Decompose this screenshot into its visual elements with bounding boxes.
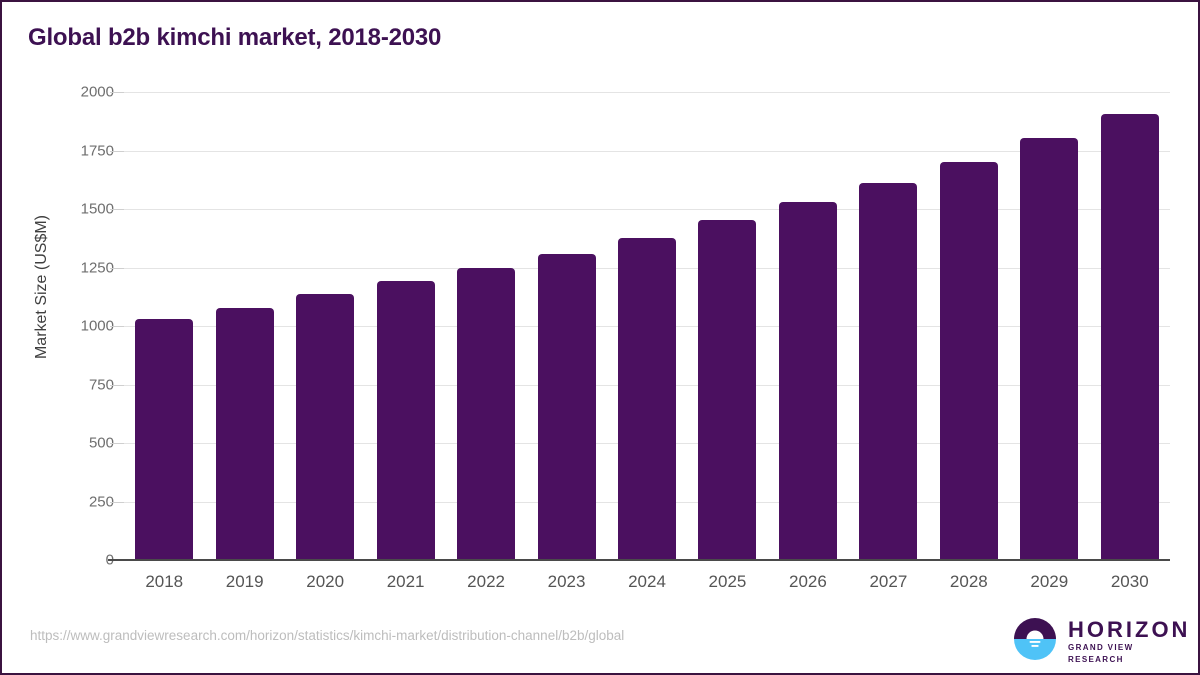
y-axis-tick-mark bbox=[110, 209, 124, 210]
bar-2023[interactable] bbox=[537, 254, 596, 560]
y-axis-tick-label: 500 bbox=[88, 434, 114, 452]
bar-2021[interactable] bbox=[376, 281, 435, 560]
bar-2018[interactable] bbox=[135, 319, 194, 560]
y-axis-tick-mark bbox=[110, 384, 124, 386]
y-axis-tick-mark bbox=[110, 150, 124, 152]
bar-2028[interactable] bbox=[939, 161, 998, 560]
x-axis-tick-label-2029: 2029 bbox=[1030, 572, 1069, 591]
x-axis-tick-label-2023: 2023 bbox=[547, 572, 586, 591]
bar-2026[interactable] bbox=[778, 202, 837, 560]
y-axis-tick-mark bbox=[110, 326, 124, 327]
x-axis-tick-label-2026: 2026 bbox=[789, 572, 827, 591]
x-axis-tick-label-2022: 2022 bbox=[467, 572, 505, 591]
y-axis-tick-mark bbox=[110, 443, 124, 444]
y-axis-tick-label: 2000 bbox=[80, 83, 114, 101]
x-axis-tick-label-2018: 2018 bbox=[145, 572, 184, 591]
x-axis-tick-label-2030: 2030 bbox=[1110, 572, 1149, 591]
y-axis-tick-mark bbox=[110, 267, 124, 269]
x-axis-tick-label-2019: 2019 bbox=[225, 572, 264, 591]
bar-2025[interactable] bbox=[698, 220, 757, 560]
y-axis-tick-label: 250 bbox=[88, 493, 114, 510]
y-axis-title: Market Size (US$M) bbox=[33, 214, 50, 360]
gridline bbox=[124, 150, 1170, 152]
bar-2030[interactable] bbox=[1100, 113, 1159, 560]
plot-area bbox=[124, 92, 1170, 560]
y-axis-tick-label: 1750 bbox=[80, 142, 114, 159]
bar-2024[interactable] bbox=[618, 237, 676, 560]
x-axis-tick-label-2021: 2021 bbox=[386, 572, 425, 591]
y-axis-tick-label: 1500 bbox=[80, 200, 114, 218]
horizon-logo[interactable]: HORIZON GRAND VIEW RESEARCH bbox=[1012, 616, 1187, 664]
logo-tagline: GRAND VIEW RESEARCH bbox=[1068, 643, 1134, 664]
bar-2019[interactable] bbox=[215, 307, 274, 560]
bar-2020[interactable] bbox=[296, 293, 355, 560]
y-axis-tick-mark bbox=[110, 92, 124, 93]
x-axis-tick-label-2024: 2024 bbox=[628, 572, 666, 591]
gridline bbox=[124, 92, 1170, 93]
page-title: Global b2b kimchi market, 2018-2030 bbox=[28, 24, 442, 51]
gridline bbox=[124, 209, 1170, 210]
y-axis-tick-label: 750 bbox=[88, 376, 114, 393]
x-axis-tick-label-2020: 2020 bbox=[306, 572, 345, 591]
y-axis-tick-mark bbox=[110, 501, 124, 503]
y-axis-tick-label: 1250 bbox=[80, 259, 114, 276]
bar-2029[interactable] bbox=[1020, 138, 1079, 560]
bar-2027[interactable] bbox=[859, 182, 918, 560]
logo-text-block: HORIZON GRAND VIEW RESEARCH bbox=[1068, 618, 1190, 666]
source-url[interactable]: https://www.grandviewresearch.com/horizo… bbox=[30, 628, 625, 643]
logo-wordmark: HORIZON bbox=[1068, 617, 1191, 642]
x-axis-tick-label-2025: 2025 bbox=[708, 572, 747, 591]
x-axis-tick-label-2028: 2028 bbox=[949, 572, 988, 591]
x-axis-tick-label-2027: 2027 bbox=[869, 572, 908, 591]
horizon-sun-circle-icon bbox=[1014, 618, 1056, 660]
y-axis-tick-label: 1000 bbox=[80, 317, 114, 335]
bar-2022[interactable] bbox=[457, 267, 516, 560]
x-axis-line bbox=[108, 559, 1170, 561]
